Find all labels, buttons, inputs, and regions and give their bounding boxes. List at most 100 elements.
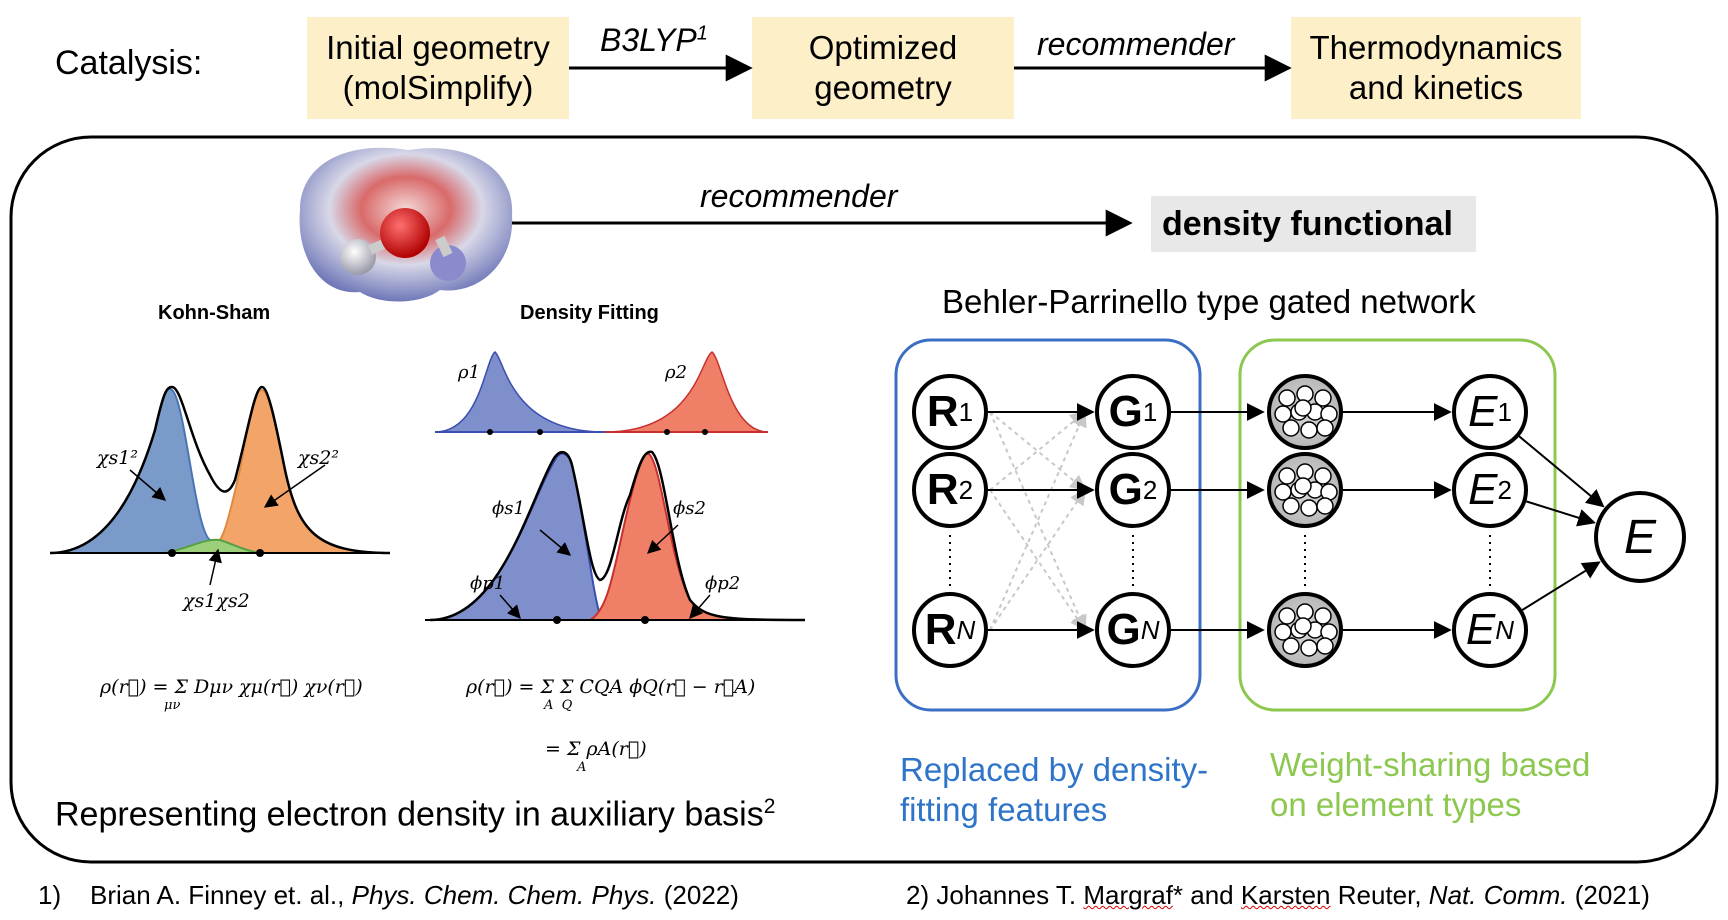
neural-net-nodes (1267, 374, 1343, 668)
neuron (1316, 497, 1334, 515)
df-formula2-sub: A (577, 760, 587, 775)
node-label: G (1108, 465, 1143, 514)
header-label: Catalysis: (55, 44, 203, 82)
edge-e-out-3 (1521, 561, 1601, 611)
network-edges (988, 403, 1605, 639)
green-weight-box (1238, 338, 1557, 712)
neuron (1316, 637, 1334, 655)
blue-caption: Replaced by density- fitting features (900, 750, 1208, 830)
step-line: geometry (814, 69, 952, 106)
step-line: Optimized (808, 29, 958, 66)
kohn-sham-title: Kohn-Sham (158, 302, 271, 324)
output-label: E (1623, 510, 1656, 564)
output-node: E (1594, 491, 1686, 583)
density-fitting-plot (425, 351, 806, 624)
neuron (1294, 399, 1312, 417)
dotted-connectors (949, 535, 1491, 590)
label-phi-s2: ϕs2 (673, 498, 706, 519)
edge-e-out-1 (1518, 435, 1605, 508)
node-label: E (1465, 605, 1496, 654)
node-label: R (926, 387, 959, 436)
water-molecule-image (299, 147, 513, 302)
node-subscript: 1 (1497, 396, 1512, 427)
node-label: R (924, 605, 957, 654)
label-rho2: ρ2 (665, 362, 688, 383)
df-formula-2: = Σ ρA(r⃗) A (545, 738, 647, 775)
step-initial-geometry: Initial geometry (molSimplify) (307, 17, 569, 119)
step-line: Thermodynamics (1309, 29, 1563, 66)
node-subscript: N (1495, 614, 1515, 645)
step-line: Initial geometry (326, 29, 550, 66)
arrow-label-recommender-top: recommender (1037, 26, 1235, 62)
node-label: G (1108, 387, 1143, 436)
neuron (1278, 467, 1296, 485)
edge-e-out-2 (1525, 500, 1596, 527)
neuron (1300, 499, 1318, 517)
label-chi-s1: χs1² (97, 447, 138, 469)
caption-line: Weight-sharing based (1270, 746, 1591, 783)
label-rho1: ρ1 (458, 362, 481, 383)
neuron (1278, 607, 1296, 625)
reference-1: 1) Brian A. Finney et. al., Phys. Chem. … (38, 880, 739, 910)
neuron (1282, 497, 1300, 515)
density-fitting-title: Density Fitting (520, 302, 659, 324)
neuron (1316, 419, 1334, 437)
ks-formula: ρ(r⃗) = Σ Dμν χμ(r⃗) χν(r⃗) μν (100, 676, 363, 713)
reference-2: 2) Johannes T. Margraf* and Karsten Reut… (906, 880, 1650, 910)
green-caption: Weight-sharing based on element types (1270, 745, 1590, 825)
neuron (1314, 389, 1332, 407)
neuron (1278, 389, 1296, 407)
node-label: R (926, 465, 959, 514)
df-formula-sub: A Q (544, 698, 573, 713)
node-subscript: 1 (1142, 396, 1158, 427)
neuron (1300, 421, 1318, 439)
ks-formula-sub: μν (164, 698, 181, 713)
label-phi-p2: ϕp2 (705, 573, 741, 594)
node-subscript: 2 (1497, 474, 1512, 505)
density-functional-label: density functional (1162, 205, 1453, 243)
neuron (1282, 419, 1300, 437)
arrow-label-b3lyp: B3LYP1 (600, 22, 708, 58)
kohn-sham-plot (49, 385, 391, 586)
neuron (1314, 467, 1332, 485)
neuron (1314, 607, 1332, 625)
caption-line: on element types (1270, 786, 1522, 823)
target-box (1151, 196, 1476, 252)
recommender-label: recommender (700, 178, 898, 214)
label-chi-cross: χs1χs2 (183, 590, 250, 612)
node-subscript: N (956, 614, 976, 645)
node-subscript: N (1140, 614, 1160, 645)
neuron (1300, 639, 1318, 657)
step-line: (molSimplify) (342, 69, 534, 106)
df-formula: ρ(r⃗) = Σ Σ CQA ϕQ(r⃗ − r⃗A) A Q (466, 676, 756, 713)
caption-line: fitting features (900, 791, 1108, 828)
label-phi-s1: ϕs1 (492, 498, 525, 519)
node-label: E (1468, 465, 1498, 514)
neuron (1282, 637, 1300, 655)
node-label: G (1106, 605, 1141, 654)
step-optimized-geometry: Optimized geometry (752, 17, 1014, 119)
main-panel (9, 135, 1719, 864)
label-phi-p1: ϕp1 (470, 573, 506, 594)
neuron (1294, 477, 1312, 495)
node-subscript: 2 (1142, 474, 1158, 505)
cross-connections (989, 410, 1087, 632)
step-line: and kinetics (1348, 69, 1524, 106)
label-chi-s2: χs2² (298, 447, 339, 469)
neuron (1294, 617, 1312, 635)
network-title: Behler-Parrinello type gated network (942, 283, 1476, 320)
node-subscript: 1 (958, 396, 974, 427)
node-subscript: 2 (958, 474, 974, 505)
step-thermodynamics: Thermodynamics and kinetics (1291, 17, 1581, 119)
caption-line: Replaced by density- (900, 751, 1209, 788)
